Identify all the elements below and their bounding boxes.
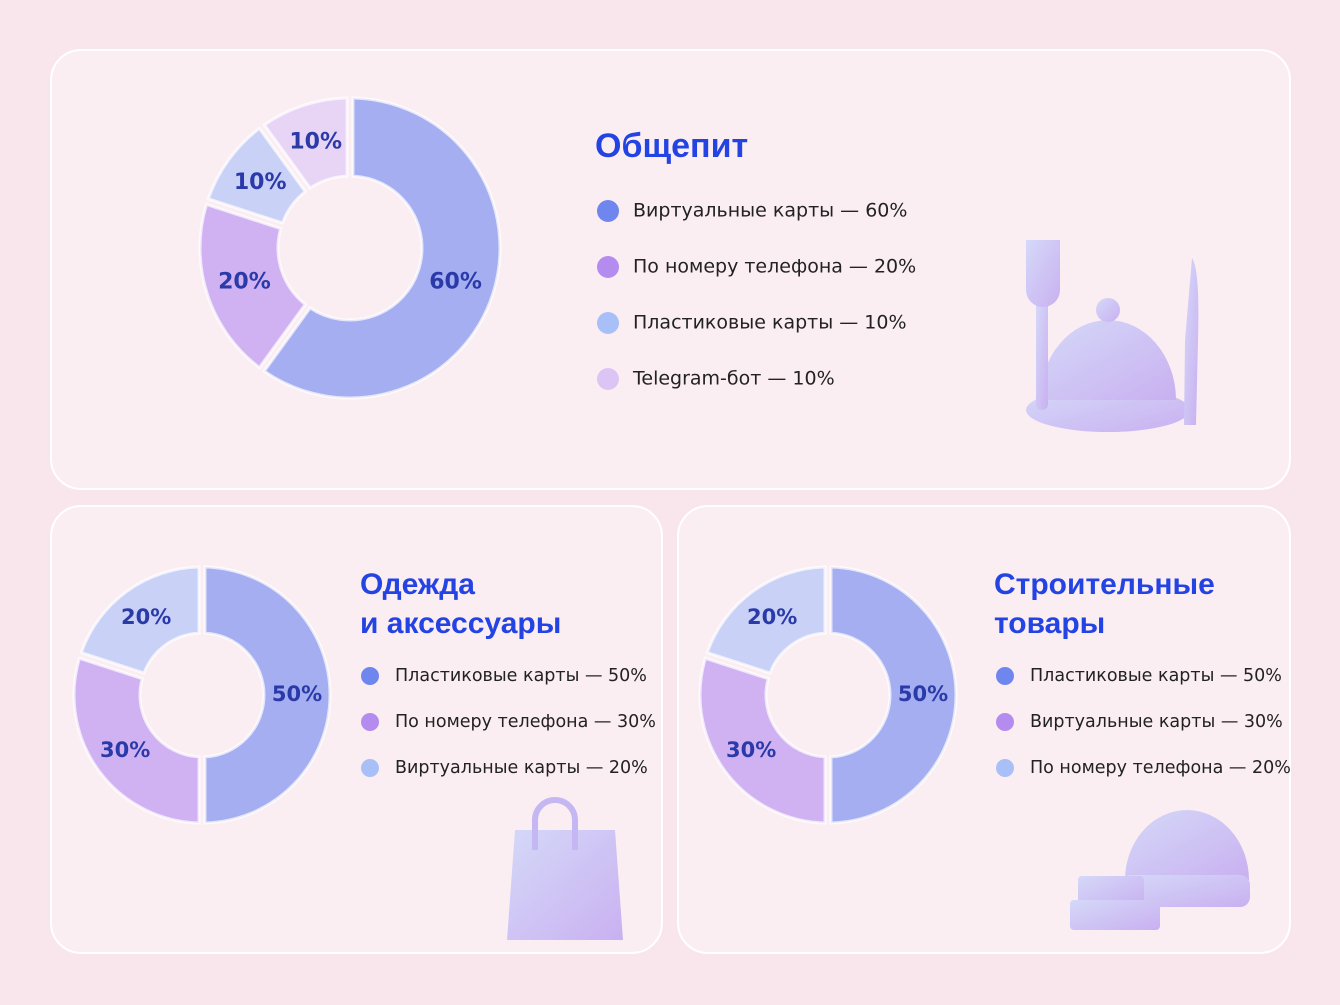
value-label: 10% <box>234 170 287 195</box>
donut-segment <box>72 656 201 825</box>
construction-icon <box>1070 810 1250 930</box>
donut-segment <box>698 656 827 825</box>
donut-segment <box>79 565 201 675</box>
legend-label: Виртуальные карты — 30% <box>1030 712 1283 732</box>
legend-label: Пластиковые карты — 10% <box>633 312 907 334</box>
value-label: 20% <box>218 269 271 294</box>
legend-dot <box>597 256 619 278</box>
chart-title: Одежда <box>360 568 475 601</box>
bag-icon <box>507 797 623 940</box>
donut-segment <box>705 565 827 675</box>
legend-label: Telegram-бот — 10% <box>632 368 835 390</box>
value-label: 30% <box>100 738 150 762</box>
legend-dot <box>996 759 1014 777</box>
legend-dot <box>996 713 1014 731</box>
legend-dot <box>996 667 1014 685</box>
chart-title: товары <box>994 607 1105 640</box>
legend-label: По номеру телефона — 20% <box>633 256 916 278</box>
legend-label: Виртуальные карты — 60% <box>633 200 907 222</box>
value-label: 50% <box>898 682 948 706</box>
chart-title: и аксессуары <box>360 607 561 640</box>
donut-segment <box>198 202 308 370</box>
legend-dot <box>361 667 379 685</box>
donut-segment <box>262 96 502 400</box>
legend-label: По номеру телефона — 30% <box>395 712 656 732</box>
donut-segment <box>262 96 349 191</box>
legend-dot <box>597 200 619 222</box>
legend-label: Пластиковые карты — 50% <box>1030 666 1282 686</box>
donut-segment <box>206 126 308 225</box>
legend-label: По номеру телефона — 20% <box>1030 758 1291 778</box>
value-label: 60% <box>429 269 482 294</box>
chart-title: Строительные <box>994 568 1215 601</box>
value-label: 30% <box>726 738 776 762</box>
food-icon <box>1026 240 1199 432</box>
value-label: 20% <box>747 605 797 629</box>
legend-dot <box>361 713 379 731</box>
value-label: 20% <box>121 605 171 629</box>
legend-label: Пластиковые карты — 50% <box>395 666 647 686</box>
legend-dot <box>597 312 619 334</box>
legend-dot <box>361 759 379 777</box>
donut-segment <box>203 565 332 825</box>
value-label: 50% <box>272 682 322 706</box>
chart-title: Общепит <box>595 127 748 165</box>
donut-segment <box>829 565 958 825</box>
legend-dot <box>597 368 619 390</box>
legend-label: Виртуальные карты — 20% <box>395 758 648 778</box>
value-label: 10% <box>289 129 342 154</box>
